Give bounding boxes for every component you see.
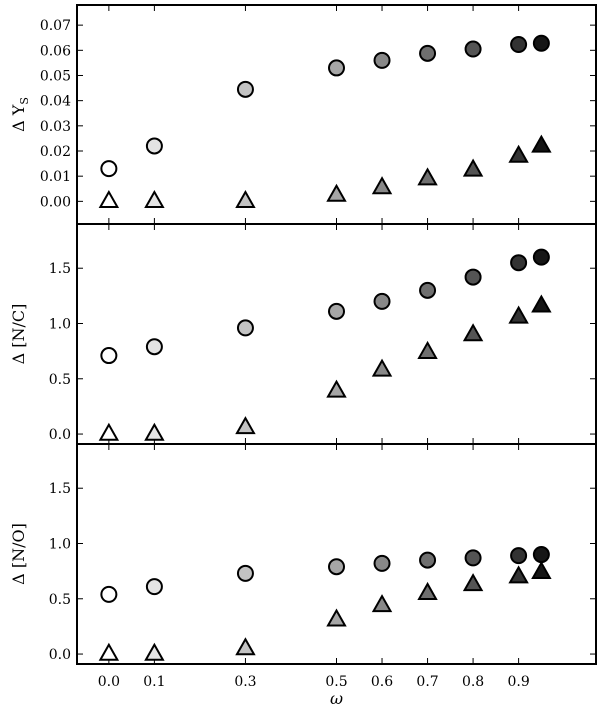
circle-point xyxy=(419,551,437,569)
y-tick-label: 0.02 xyxy=(40,144,71,160)
y-tick-label: 1.5 xyxy=(49,261,71,277)
circle-point xyxy=(236,564,254,582)
circle-point xyxy=(510,254,528,272)
y-axis-label-text: Δ [N/C] xyxy=(9,304,28,365)
circle-point xyxy=(419,281,437,299)
y-tick-label: 0.0 xyxy=(49,647,71,663)
panel-1: 0.00 0.01 0.02 0.03 0.04 0.05 0.06 0.07 Δ YS xyxy=(9,4,597,225)
y-tick-label: 0.05 xyxy=(40,68,71,84)
circle-point xyxy=(510,547,528,565)
circle-point xyxy=(373,51,391,69)
y-tick-label: 0.01 xyxy=(40,169,71,185)
triangle-point xyxy=(531,560,552,579)
triangle-point xyxy=(462,323,484,342)
y-axis-label-subscript: S xyxy=(18,97,31,105)
triangle-point xyxy=(417,581,438,600)
triangle-point xyxy=(462,573,484,592)
circle-point xyxy=(532,546,550,564)
triangle-point xyxy=(326,608,347,627)
circle-point xyxy=(328,558,345,576)
circle-point xyxy=(373,292,391,310)
triangle-point xyxy=(144,422,165,441)
panel-3: 0.0 0.5 1.0 1.5 Δ [N/O] xyxy=(9,443,597,665)
triangle-point xyxy=(98,642,120,661)
circle-point xyxy=(145,338,163,356)
circle-point xyxy=(464,268,482,286)
y-axis-label-text: Δ Y xyxy=(9,104,28,132)
y-tick-label: 0.5 xyxy=(49,372,71,388)
y-tick-label: 1.5 xyxy=(49,481,71,497)
circle-point xyxy=(328,59,345,77)
y-tick-label: 0.07 xyxy=(40,18,71,34)
x-tick-label: 0.7 xyxy=(416,674,438,690)
circle-point xyxy=(236,319,254,337)
triangle-point xyxy=(508,565,529,584)
triangle-point xyxy=(417,340,438,359)
panel-2: 0.0 0.5 1.0 1.5 Δ [N/C] xyxy=(9,223,597,445)
triangle-point xyxy=(371,594,393,613)
y-tick-label: 0.5 xyxy=(49,592,71,608)
circle-point xyxy=(100,585,118,603)
x-tick-label: 0.5 xyxy=(325,674,347,690)
x-tick-label: 0.1 xyxy=(143,674,165,690)
circle-point xyxy=(532,34,550,52)
circle-point xyxy=(419,44,437,62)
y-tick-label: 1.0 xyxy=(49,536,71,552)
triangle-point xyxy=(326,183,347,202)
circle-point xyxy=(236,80,254,98)
triangle-point xyxy=(508,144,529,163)
triangle-point xyxy=(531,294,552,313)
x-axis-label: ω xyxy=(330,689,343,708)
circle-point xyxy=(510,36,528,54)
circle-point xyxy=(145,137,163,155)
triangle-point xyxy=(235,190,256,209)
circle-point xyxy=(464,549,482,567)
x-tick-label: 0.9 xyxy=(507,674,529,690)
x-tick-label: 0.6 xyxy=(371,674,393,690)
circle-point xyxy=(464,40,482,58)
y-tick-label: 0.06 xyxy=(40,43,71,59)
triangle-point xyxy=(144,642,165,661)
x-tick-label: 0.8 xyxy=(462,674,484,690)
y-axis-label: Δ YS xyxy=(9,97,31,132)
y-tick-label: 0.0 xyxy=(49,427,71,443)
x-tick-label: 0.0 xyxy=(98,674,120,690)
triangle-point xyxy=(371,176,393,195)
circle-point xyxy=(328,302,345,320)
circle-point xyxy=(100,347,118,365)
triangle-point xyxy=(98,190,120,209)
triangle-point xyxy=(462,158,484,177)
triangle-point xyxy=(508,305,529,324)
circle-point xyxy=(145,578,163,596)
triangle-point xyxy=(235,637,256,656)
y-tick-label: 1.0 xyxy=(49,316,71,332)
y-tick-label: 0.04 xyxy=(40,94,71,110)
y-axis-label-text: Δ [N/O] xyxy=(9,523,28,585)
triangle-point xyxy=(417,167,438,186)
y-axis-label: Δ [N/O] xyxy=(9,523,28,585)
triangle-point xyxy=(371,358,393,377)
triangle-point xyxy=(144,190,165,209)
circle-point xyxy=(373,554,391,572)
triangle-point xyxy=(235,416,256,435)
circle-point xyxy=(532,248,550,266)
x-tick-label: 0.3 xyxy=(234,674,256,690)
y-tick-label: 0.00 xyxy=(40,194,71,210)
triangle-point xyxy=(98,422,120,441)
triangle-point xyxy=(326,379,347,398)
circle-point xyxy=(100,160,118,178)
triangle-point xyxy=(531,134,552,153)
y-tick-label: 0.03 xyxy=(40,119,71,135)
y-axis-label: Δ [N/C] xyxy=(9,304,28,365)
